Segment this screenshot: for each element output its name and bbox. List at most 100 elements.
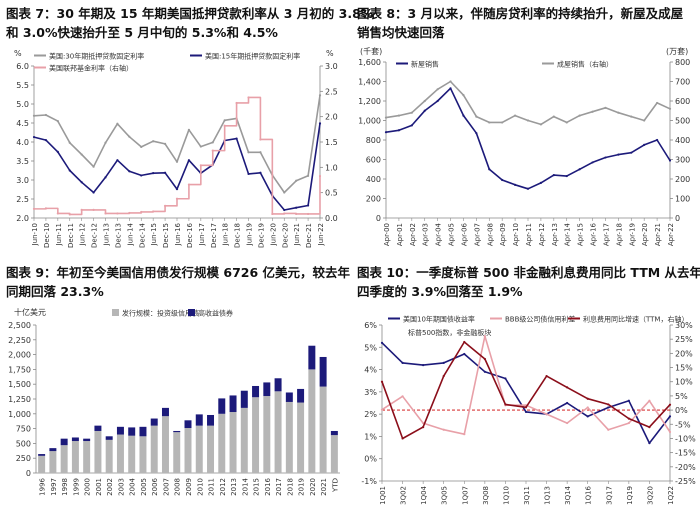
x-tick-label: Apr-10: [512, 223, 520, 246]
data-point-1: [384, 116, 388, 119]
data-point-2: [235, 101, 238, 105]
x-tick-label: Dec-12: [91, 223, 99, 248]
bar-1: [184, 420, 192, 429]
x-tick-label: Jun-20: [269, 223, 277, 246]
x-tick-label: Jun-22: [317, 223, 325, 246]
y-tick-label: 4.0: [16, 138, 29, 147]
bar-1: [116, 426, 124, 435]
y-tick-label: 4.5: [16, 119, 29, 128]
y2-tick-label: 25%: [675, 335, 693, 344]
data-point-1: [163, 171, 167, 174]
data-point-0: [627, 399, 630, 402]
bar-0: [38, 455, 46, 473]
y2-tick-label: 200: [675, 175, 690, 184]
y2-tick-label: 800: [675, 58, 690, 67]
legend-label: 利息费用同比增速（TTM，右轴）: [583, 315, 688, 324]
y-tick-label: 1,400: [358, 78, 381, 87]
data-point-0: [462, 114, 465, 117]
y2-tick-label: 1.5: [325, 138, 338, 147]
y-tick-label: 2,000: [8, 351, 31, 360]
data-point-0: [586, 415, 589, 418]
y2-tick-label: 0.5: [325, 189, 338, 198]
y-tick-label: 2%: [364, 410, 377, 419]
x-tick-label: Jun-21: [293, 223, 301, 246]
data-point-0: [488, 168, 491, 171]
bar-1: [83, 438, 91, 442]
y2-tick-label: 0.0: [325, 214, 338, 223]
data-point-2: [318, 174, 322, 178]
y2-axis-unit: (万套): [666, 46, 688, 56]
x-tick-label: 3Q20: [646, 486, 654, 505]
data-point-2: [607, 403, 610, 406]
bar-0: [263, 396, 271, 473]
y-tick-label: 2,250: [8, 336, 31, 345]
x-tick-label: 2013: [230, 478, 238, 496]
x-tick-label: Apr-07: [473, 223, 481, 246]
data-point-2: [401, 437, 404, 440]
series-line-1: [385, 80, 671, 126]
x-tick-label: 2020: [309, 478, 317, 496]
data-point-1: [607, 428, 610, 431]
bar-0: [240, 407, 248, 473]
bar-0: [195, 425, 203, 473]
y-tick-label: 5%: [364, 343, 377, 352]
x-tick-label: 2000: [84, 478, 92, 496]
legend-label: 发行规模：投资级信用债: [122, 309, 199, 318]
series-line-0: [385, 87, 671, 190]
bar-1: [297, 388, 305, 403]
y-tick-label: 4%: [364, 366, 377, 375]
data-point-0: [56, 120, 59, 123]
data-point-1: [140, 174, 143, 177]
bar-0: [161, 416, 169, 473]
data-point-2: [223, 124, 226, 127]
y2-tick-label: 500: [675, 117, 690, 126]
data-point-1: [648, 399, 651, 402]
data-point-0: [140, 145, 143, 149]
data-point-0: [247, 151, 250, 154]
data-point-1: [488, 121, 491, 124]
bar-1: [263, 382, 271, 397]
x-tick-label: Dec-21: [305, 223, 313, 248]
x-tick-label: YTD: [331, 478, 339, 493]
bar-0: [184, 428, 192, 473]
data-point-2: [504, 403, 507, 406]
data-point-2: [463, 340, 466, 344]
bar-1: [94, 425, 102, 431]
bar-1: [38, 454, 46, 456]
data-point-0: [668, 159, 672, 162]
data-point-2: [524, 406, 528, 409]
bar-1: [173, 430, 181, 433]
y2-tick-label: 0: [675, 214, 680, 223]
bar-0: [274, 391, 282, 473]
bar-1: [319, 356, 327, 387]
y-tick-label: 1,000: [8, 410, 31, 419]
mortgage-rate-chart: 2.0 2.5 3.0 3.5 4.0 4.5 5.0 5.5 6.0 0.0 0.5 1.0 1.5 2…: [14, 49, 338, 248]
x-tick-label: Jun-17: [198, 223, 206, 246]
x-tick-label: Dec-14: [138, 222, 146, 248]
data-point-0: [175, 160, 179, 163]
x-tick-label: 3Q02: [400, 486, 408, 505]
data-point-1: [483, 335, 486, 338]
bar-0: [330, 435, 338, 473]
data-point-1: [668, 430, 672, 434]
data-point-1: [380, 408, 384, 411]
y-tick-label: 0%: [364, 455, 377, 464]
chart7-title-line2: 和 3.0%快速抬升至 5 月中旬的 5.3%和 4.5%: [6, 25, 278, 40]
bar-1: [49, 448, 57, 452]
x-tick-label: Dec-17: [210, 223, 218, 248]
data-point-1: [545, 413, 548, 416]
y-tick-label: 500: [16, 439, 31, 448]
y-tick-label: 2.5: [16, 195, 29, 204]
data-point-2: [668, 403, 672, 406]
x-tick-label: 2016: [264, 477, 272, 495]
x-tick-label: Apr-08: [486, 223, 494, 246]
x-tick-label: Jun-13: [103, 223, 111, 246]
y-axis-unit: (千套): [360, 46, 382, 56]
legend-label: 美国联邦基金利率（右轴）: [49, 64, 133, 73]
x-tick-label: Apr-01: [396, 223, 404, 246]
data-point-2: [68, 213, 71, 216]
series-line-1: [33, 123, 321, 211]
data-point-1: [410, 111, 413, 114]
data-point-2: [380, 380, 384, 383]
y-tick-label: 3.5: [16, 157, 29, 166]
